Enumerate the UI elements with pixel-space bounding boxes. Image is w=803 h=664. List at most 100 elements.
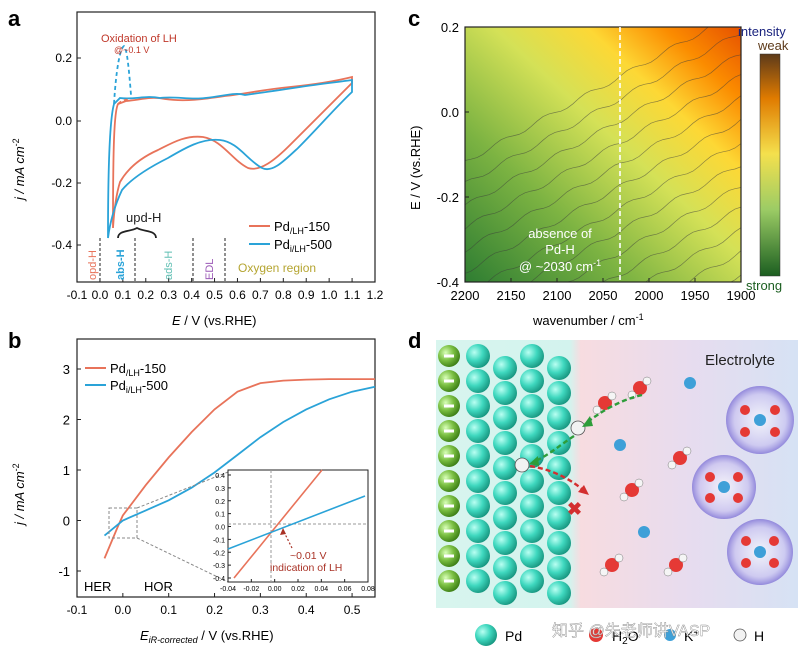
tick-label: 1.0 <box>321 288 338 302</box>
contour-line <box>465 54 741 206</box>
tick-label: 0.0 <box>115 603 132 617</box>
tick-label: 1900 <box>727 288 756 303</box>
inset-note-value: ~0.01 V <box>290 550 327 562</box>
tick-label: -0.04 <box>220 586 236 593</box>
tick-label: -0.02 <box>243 586 259 593</box>
region-opd-h: opd-H <box>87 250 99 280</box>
contour-line <box>465 74 741 230</box>
water-molecule <box>740 405 750 415</box>
inset-arrowhead <box>280 528 286 535</box>
tick-label: 0.9 <box>298 288 315 302</box>
tick-label: 0.2 <box>215 499 225 506</box>
inset-y-ticks: 0.4 0.3 0.2 0.1 0.0 -0.1 -0.2 -0.3 -0.4 <box>213 473 231 583</box>
water-molecule <box>733 472 743 482</box>
polarization-curve-pdlh-500 <box>103 385 376 537</box>
tick-label: -0.4 <box>437 275 459 290</box>
tick-label: 0.4 <box>215 473 225 480</box>
pd-atom <box>547 456 571 480</box>
minus-charge-icon <box>444 504 454 508</box>
panel-b-label: b <box>8 328 21 353</box>
pd-atom <box>493 481 517 505</box>
contour-line <box>645 227 741 282</box>
pd-atom <box>466 519 490 543</box>
tick-label: 0.8 <box>275 288 292 302</box>
water-molecules <box>592 376 692 577</box>
pd-atom <box>547 531 571 555</box>
inset-curve-pdlh-150 <box>233 469 323 579</box>
pd-atom <box>466 419 490 443</box>
minus-charge-icon <box>444 354 454 358</box>
k-ion <box>718 481 730 493</box>
pd-atom <box>547 356 571 380</box>
tick-label: 0.06 <box>338 586 352 593</box>
contour-line <box>465 27 709 161</box>
contour-line <box>530 166 741 282</box>
tick-label: 0.1 <box>215 512 225 519</box>
panel-a-label: a <box>8 6 21 31</box>
tick-label: 0.2 <box>55 51 72 65</box>
panel-a-xlabel: E / V (vs.RHE) <box>172 313 257 328</box>
pd-atom <box>493 456 517 480</box>
water-molecule <box>705 493 715 503</box>
panel-c-x-ticks: 2200 2150 2100 2050 2000 1950 1900 <box>451 278 756 303</box>
upd-h-brace <box>117 226 157 239</box>
pd-atom <box>466 569 490 593</box>
pd-atom <box>493 406 517 430</box>
panel-b-frame <box>76 338 376 598</box>
hydrated-k-cluster <box>727 519 793 585</box>
water-molecule <box>733 493 743 503</box>
panel-b-y-ticks: -1 0 1 2 3 <box>58 362 81 579</box>
inset-frame <box>227 469 369 583</box>
tick-label: 0.4 <box>183 288 200 302</box>
pd-atom <box>547 506 571 530</box>
panel-c-ylabel: E / V (vs.RHE) <box>408 125 423 210</box>
panel-d-legend: Pd H2O K+ H <box>475 624 764 647</box>
tick-label: -0.2 <box>51 176 72 190</box>
tick-label: 2200 <box>451 288 480 303</box>
electrolyte-label: Electrolyte <box>705 352 775 369</box>
pd-atom <box>466 444 490 468</box>
pd-atom <box>547 381 571 405</box>
contour-line <box>465 34 741 182</box>
tick-label: 0.0 <box>55 114 72 128</box>
panel-b-x-ticks: -0.1 0.0 0.1 0.2 0.3 0.4 0.5 <box>67 593 361 617</box>
panel-c-y-ticks: -0.4 -0.2 0.0 0.2 <box>437 20 469 290</box>
k-ion <box>684 377 696 389</box>
minus-charge-icon <box>444 404 454 408</box>
blocked-cross-icon: ✖ <box>567 499 582 519</box>
lh-oxidation-peak-red <box>117 98 132 105</box>
panel-d-label: d <box>408 328 421 353</box>
contour-line <box>465 118 741 274</box>
tick-label: 0.7 <box>252 288 269 302</box>
legend-k: K+ <box>684 628 699 644</box>
minus-charge-icon <box>444 454 454 458</box>
legend-label: Pd/LH-150 <box>274 219 330 236</box>
pd-atom <box>493 356 517 380</box>
k-legend-icon <box>664 629 676 641</box>
panel-a-legend: Pd/LH-150 Pdi/LH-500 <box>249 219 332 254</box>
water-hydrogen <box>667 460 677 470</box>
hydrated-k-cluster <box>692 455 756 519</box>
tick-label: -0.1 <box>67 288 88 302</box>
legend-h: H <box>754 628 764 644</box>
legend-pd: Pd <box>505 628 522 644</box>
water-oxygen <box>669 558 683 572</box>
tick-label: 2 <box>63 413 70 428</box>
arrowhead <box>529 456 539 466</box>
arrowhead <box>578 485 589 495</box>
water-hydrogen <box>592 405 602 415</box>
tick-label: 0.2 <box>441 20 459 35</box>
colorbar <box>759 53 781 277</box>
pd-atom <box>493 431 517 455</box>
tick-label: 2000 <box>635 288 664 303</box>
water-hydrogen <box>607 391 617 401</box>
panel-a-frame <box>76 11 376 283</box>
pd-legend-icon <box>475 624 497 646</box>
minus-charge-icon <box>444 529 454 533</box>
cv-curve-pdlh-500 <box>107 78 353 239</box>
peak-annotation-sub: @~0.1 V <box>114 45 149 55</box>
pd-atom <box>547 581 571 605</box>
legend-label: Pdi/LH-500 <box>110 378 168 395</box>
minus-charge-icon <box>444 479 454 483</box>
